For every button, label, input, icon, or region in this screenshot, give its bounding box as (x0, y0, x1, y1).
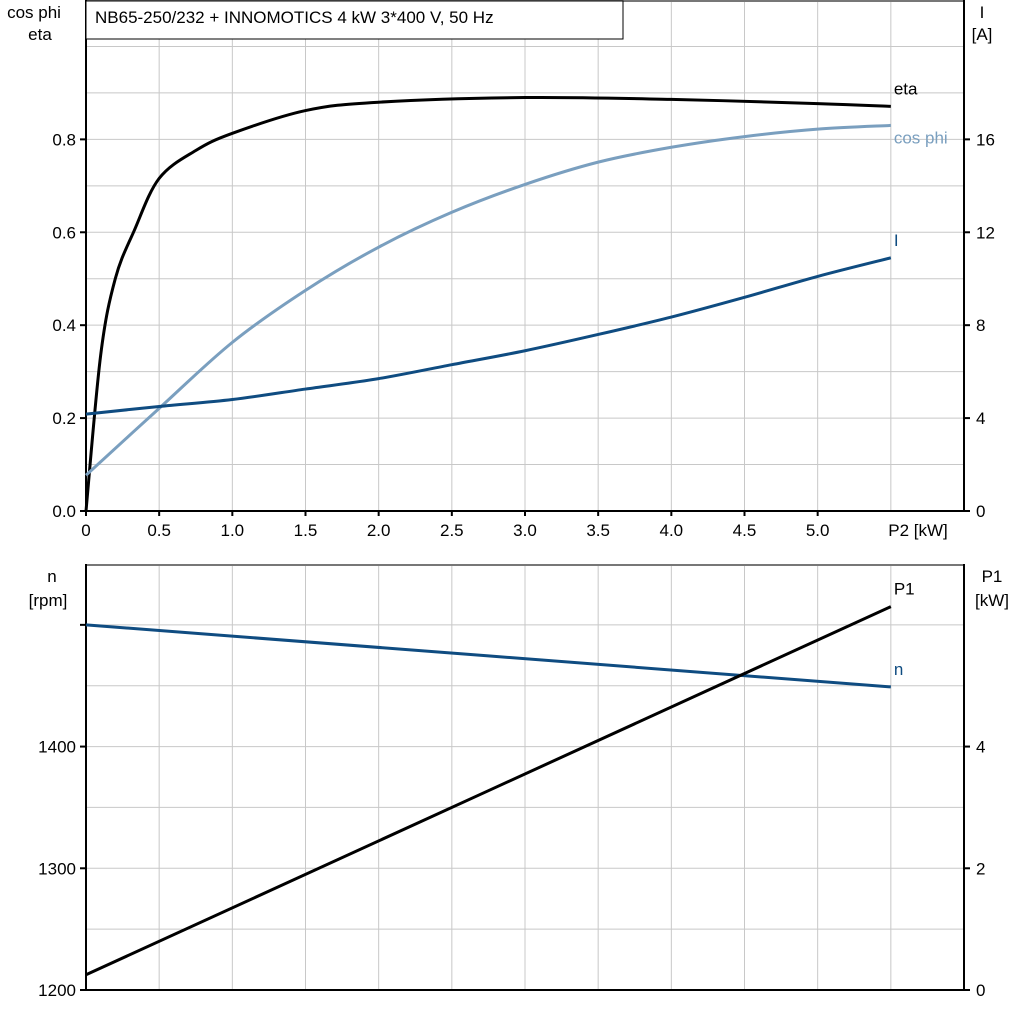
left-tick-label: 1200 (38, 981, 76, 1000)
x-tick-label: 4.5 (733, 521, 757, 540)
series-P1-label: P1 (894, 580, 915, 599)
series-cos-phi-line (84, 123, 891, 477)
left-tick-label: 0.0 (52, 502, 76, 521)
left-tick-label: 0.8 (52, 130, 76, 149)
x-tick-label: 5.0 (806, 521, 830, 540)
right-tick-label: 4 (976, 738, 985, 757)
top-left-axis-label-2: eta (28, 25, 52, 44)
series-P1-line (85, 605, 892, 977)
bottom-right-axis-label-2: [kW] (975, 591, 1009, 610)
top-right-axis-label-1: I (980, 3, 985, 22)
series-eta-line (84, 95, 891, 512)
right-tick-label: 12 (976, 223, 995, 242)
left-tick-label: 0.6 (52, 223, 76, 242)
bottom-left-axis-label-1: n (47, 567, 56, 586)
x-tick-label: 0 (81, 521, 90, 540)
top-right-axis-label-2: [A] (972, 25, 993, 44)
x-tick-label: 2.0 (367, 521, 391, 540)
series-eta-label: eta (894, 79, 918, 98)
x-tick-label: 2.5 (440, 521, 464, 540)
left-tick-label: 0.4 (52, 316, 76, 335)
right-tick-label: 8 (976, 316, 985, 335)
bottom-right-axis-label-1: P1 (982, 567, 1003, 586)
x-axis-label: P2 [kW] (888, 521, 948, 540)
x-tick-label: 1.5 (294, 521, 318, 540)
left-tick-label: 1400 (38, 738, 76, 757)
series-cos-phi-label: cos phi (894, 128, 948, 147)
x-tick-label: 0.5 (147, 521, 171, 540)
right-tick-label: 16 (976, 130, 995, 149)
right-tick-label: 0 (976, 981, 985, 1000)
bottom-left-axis-label-2: [rpm] (29, 591, 68, 610)
left-tick-label: 1300 (38, 859, 76, 878)
x-tick-label: 3.0 (513, 521, 537, 540)
series-I-line (85, 256, 892, 416)
chart-title: NB65-250/232 + INNOMOTICS 4 kW 3*400 V, … (95, 8, 494, 27)
right-tick-label: 4 (976, 409, 985, 428)
title-box: NB65-250/232 + INNOMOTICS 4 kW 3*400 V, … (85, 0, 624, 40)
series-n-line (85, 623, 891, 689)
x-tick-label: 1.0 (221, 521, 245, 540)
x-tick-label: 3.5 (586, 521, 610, 540)
series-n-label: n (894, 660, 903, 679)
left-tick-label: 0.2 (52, 409, 76, 428)
x-tick-label: 4.0 (660, 521, 684, 540)
series-I-label: I (894, 231, 899, 250)
right-tick-label: 2 (976, 859, 985, 878)
right-tick-label: 0 (976, 502, 985, 521)
top-left-axis-label-1: cos phi (7, 3, 61, 22)
